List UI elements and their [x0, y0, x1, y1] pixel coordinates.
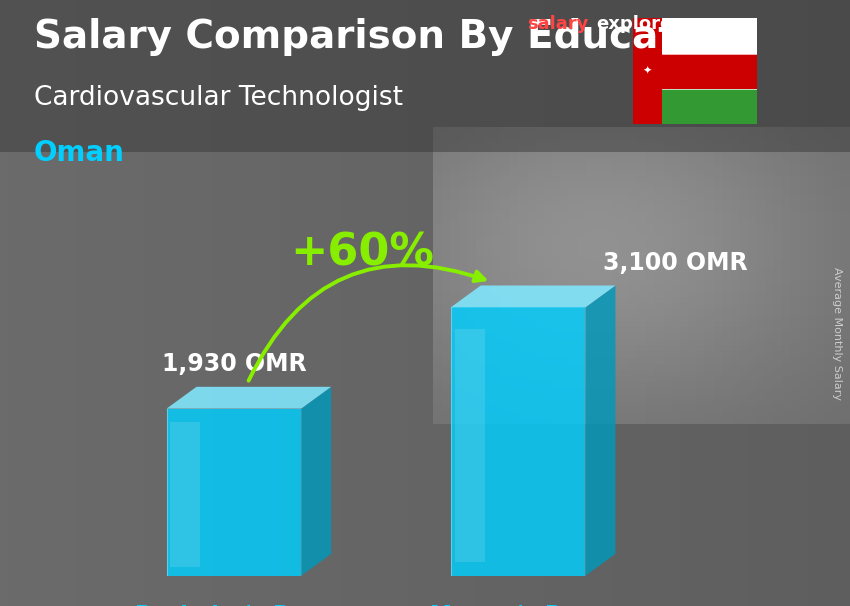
Polygon shape	[586, 285, 615, 576]
Bar	[662, 18, 756, 53]
Text: Salary Comparison By Education: Salary Comparison By Education	[34, 18, 745, 56]
Text: Average Monthly Salary: Average Monthly Salary	[832, 267, 842, 400]
Polygon shape	[167, 408, 301, 576]
Text: salary: salary	[527, 15, 588, 33]
Text: explorer: explorer	[597, 15, 682, 33]
Polygon shape	[450, 285, 615, 307]
Text: 1,930 OMR: 1,930 OMR	[162, 352, 306, 376]
Polygon shape	[167, 387, 332, 408]
Bar	[662, 89, 756, 124]
FancyBboxPatch shape	[0, 0, 850, 152]
Polygon shape	[170, 422, 201, 567]
Text: Cardiovascular Technologist: Cardiovascular Technologist	[34, 85, 403, 111]
Text: 3,100 OMR: 3,100 OMR	[603, 251, 747, 275]
Polygon shape	[301, 387, 332, 576]
Text: Oman: Oman	[34, 139, 125, 167]
Text: .com: .com	[672, 15, 717, 33]
Polygon shape	[450, 307, 586, 576]
Polygon shape	[455, 329, 484, 562]
Text: Bachelor's Degree: Bachelor's Degree	[134, 605, 363, 606]
Text: +60%: +60%	[290, 231, 434, 274]
Bar	[633, 18, 662, 124]
Bar	[662, 53, 756, 89]
Text: Master's Degree: Master's Degree	[430, 605, 636, 606]
Text: ✦: ✦	[643, 66, 652, 76]
